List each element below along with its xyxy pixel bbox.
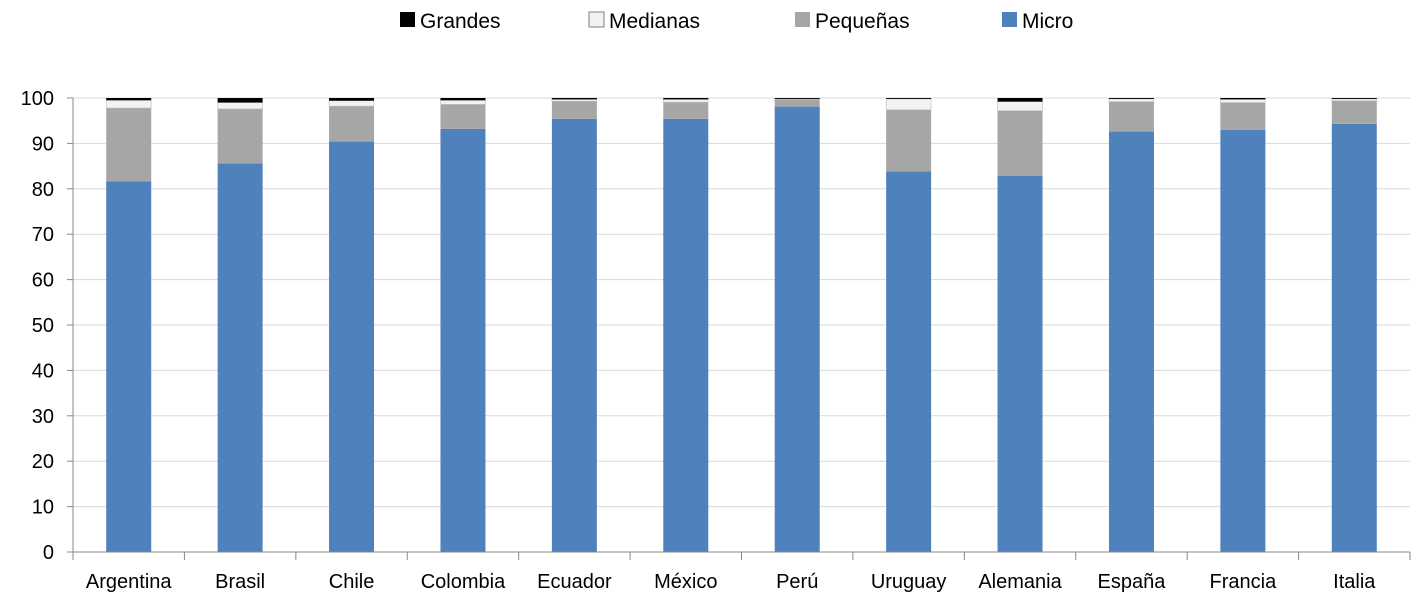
bar-mexico-pequenas [663, 102, 709, 119]
legend-label-micro: Micro [1022, 10, 1073, 33]
y-tick-label-30: 30 [32, 406, 54, 428]
x-tick-labels: Argentina Brasil Chile Colombia Ecuador Méxic… [86, 571, 1376, 593]
bar-colombia-micro [440, 128, 486, 552]
bar-uruguay-micro [886, 171, 932, 553]
y-tick-label-60: 60 [32, 270, 54, 292]
bar-ecuador-grandes [551, 98, 597, 100]
x-tick-label-francia: Francia [1210, 571, 1278, 593]
bar-mexico-grandes [663, 98, 709, 100]
bar-italia-medianas [1331, 98, 1378, 102]
legend-label-grandes: Grandes [420, 10, 501, 33]
legend-swatch-pequenas [795, 12, 810, 27]
legend-label-medianas: Medianas [609, 10, 700, 33]
gridlines [73, 97, 1410, 508]
legend-swatch-grandes [400, 12, 415, 27]
y-tick-label-90: 90 [32, 133, 54, 155]
x-tick-label-espana: España [1098, 571, 1167, 593]
y-tick-label-70: 70 [32, 224, 54, 246]
bar-argentina-grandes [106, 98, 152, 101]
bar-peru-grandes [774, 98, 820, 99]
bars [105, 98, 1378, 553]
legend-swatch-micro [1002, 12, 1017, 27]
bar-alemania-micro [997, 175, 1043, 552]
x-tick-label-argentina: Argentina [86, 571, 172, 593]
bar-italia-grandes [1331, 98, 1377, 99]
bar-italia-pequenas [1331, 100, 1377, 124]
legend-item-pequenas: Pequeñas [795, 10, 910, 33]
x-tick-label-brasil: Brasil [215, 571, 265, 593]
x-tick-label-chile: Chile [329, 571, 375, 593]
bar-argentina-pequenas [106, 107, 152, 182]
x-tick-label-ecuador: Ecuador [537, 571, 612, 593]
bar-espana-micro [1108, 131, 1154, 552]
bar-argentina-micro [106, 181, 152, 553]
bar-mexico-micro [663, 118, 709, 552]
bar-uruguay-medianas [885, 98, 932, 111]
legend-item-grandes: Grandes [400, 10, 501, 33]
x-tick-label-alemania: Alemania [978, 571, 1062, 593]
bar-brasil-pequenas [217, 108, 263, 164]
bar-brasil-grandes [217, 98, 263, 103]
y-tick-label-80: 80 [32, 179, 54, 201]
bar-uruguay-grandes [886, 98, 932, 99]
x-tick-label-uruguay: Uruguay [871, 571, 947, 593]
bar-alemania-pequenas [997, 110, 1043, 176]
bar-colombia-pequenas [440, 104, 486, 129]
bar-peru-micro [774, 106, 820, 552]
bar-ecuador-pequenas [551, 101, 597, 119]
bar-espana-grandes [1108, 98, 1154, 99]
bar-peru-pequenas [774, 99, 820, 107]
legend-swatch-medianas [588, 11, 605, 28]
x-tick-label-mexico: México [654, 571, 717, 593]
bar-alemania-medianas [997, 101, 1043, 112]
bar-francia-medianas [1220, 99, 1266, 103]
legend-item-medianas: Medianas [588, 10, 700, 33]
legend-item-micro: Micro [1002, 10, 1073, 33]
y-tick-label-100: 100 [21, 88, 54, 110]
bar-uruguay-pequenas [886, 109, 932, 172]
y-tick-labels: 0 10 20 30 40 50 60 70 80 90 100 [21, 88, 54, 564]
bar-ecuador-medianas [551, 99, 598, 102]
bar-chile-micro [329, 141, 375, 552]
bar-chile-grandes [329, 98, 375, 101]
bar-mexico-medianas [662, 99, 709, 103]
bar-colombia-medianas [440, 99, 486, 105]
bar-brasil-medianas [217, 102, 263, 110]
bar-francia-micro [1220, 129, 1266, 552]
legend: Grandes Medianas Pequeñas Micro [400, 10, 1073, 33]
bar-chile-medianas [328, 100, 375, 107]
bar-espana-medianas [1108, 98, 1155, 102]
x-tick-label-colombia: Colombia [421, 571, 506, 593]
y-tick-label-10: 10 [32, 497, 54, 519]
x-tick-label-peru: Perú [776, 571, 818, 593]
y-tick-label-0: 0 [43, 542, 54, 564]
bar-francia-pequenas [1220, 102, 1266, 130]
bar-italia-micro [1331, 123, 1377, 552]
y-tick-label-50: 50 [32, 315, 54, 337]
bar-brasil-micro [217, 163, 263, 552]
y-tick-label-40: 40 [32, 360, 54, 382]
axes [67, 97, 1411, 560]
bar-colombia-grandes [440, 98, 486, 101]
bar-ecuador-micro [551, 118, 597, 552]
bar-alemania-grandes [997, 98, 1043, 102]
bar-francia-grandes [1220, 98, 1266, 100]
bar-espana-pequenas [1108, 101, 1154, 132]
legend-label-pequenas: Pequeñas [815, 10, 910, 33]
bar-argentina-medianas [105, 99, 152, 109]
bar-chile-pequenas [329, 106, 375, 142]
y-tick-label-20: 20 [32, 451, 54, 473]
x-tick-label-italia: Italia [1333, 571, 1376, 593]
